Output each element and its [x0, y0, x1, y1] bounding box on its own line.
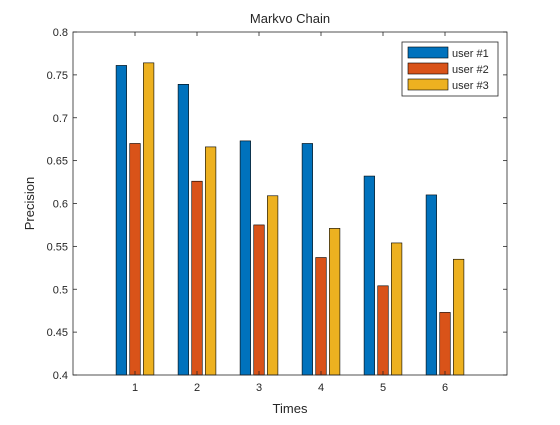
- bar-series1-cat1: [115, 65, 127, 376]
- legend-swatch-series1: [407, 46, 449, 59]
- legend-label-series1: user #1: [452, 48, 489, 60]
- y-tick-label: 0.65: [47, 156, 68, 168]
- legend-label-series2: user #2: [452, 64, 489, 76]
- bar-series3-cat6: [453, 258, 465, 376]
- bar-series2-cat4: [315, 257, 327, 376]
- legend: user #1 user #2 user #3: [401, 41, 499, 97]
- bar-series2-cat3: [253, 224, 265, 376]
- bar-series3-cat3: [267, 195, 279, 376]
- legend-swatch-series3: [407, 78, 449, 91]
- y-axis-label: Precision: [22, 177, 37, 230]
- y-tick-label: 0.8: [53, 27, 68, 39]
- bar-series3-cat1: [143, 62, 155, 376]
- y-tick-label: 0.75: [47, 70, 68, 82]
- bar-series3-cat5: [391, 242, 403, 376]
- y-tick-label: 0.6: [53, 199, 68, 211]
- x-axis-label: Times: [273, 401, 308, 416]
- x-tick-label: 3: [256, 382, 262, 394]
- bar-series1-cat2: [177, 84, 189, 376]
- chart-title: Markvo Chain: [250, 11, 330, 26]
- ticks-layer: 1 2 3 4 5 6 0.4 0.45 0.5 0.55 0.6 0.65 0.7 0.75 0.8: [47, 27, 507, 394]
- legend-swatch-series2: [407, 62, 449, 75]
- bar-series2-cat1: [129, 143, 141, 376]
- bar-series2-cat6: [439, 312, 451, 376]
- legend-label-series3: user #3: [452, 80, 489, 92]
- bar-series2-cat2: [191, 180, 203, 376]
- x-tick-label: 2: [194, 382, 200, 394]
- bar-series3-cat4: [329, 228, 341, 376]
- bar-series3-cat2: [205, 146, 217, 376]
- x-tick-label: 1: [132, 382, 138, 394]
- y-tick-label: 0.7: [53, 113, 68, 125]
- y-tick-label: 0.55: [47, 241, 68, 253]
- y-tick-label: 0.45: [47, 327, 68, 339]
- bars-layer: [115, 62, 465, 376]
- bar-series1-cat4: [301, 143, 313, 376]
- bar-series1-cat3: [239, 140, 251, 376]
- y-tick-label: 0.5: [53, 284, 68, 296]
- bar-series1-cat5: [363, 175, 375, 376]
- bar-series1-cat6: [425, 194, 437, 376]
- y-tick-label: 0.4: [53, 370, 68, 382]
- x-tick-label: 4: [318, 382, 324, 394]
- x-tick-label: 6: [442, 382, 448, 394]
- x-tick-label: 5: [380, 382, 386, 394]
- bar-series2-cat5: [377, 285, 389, 376]
